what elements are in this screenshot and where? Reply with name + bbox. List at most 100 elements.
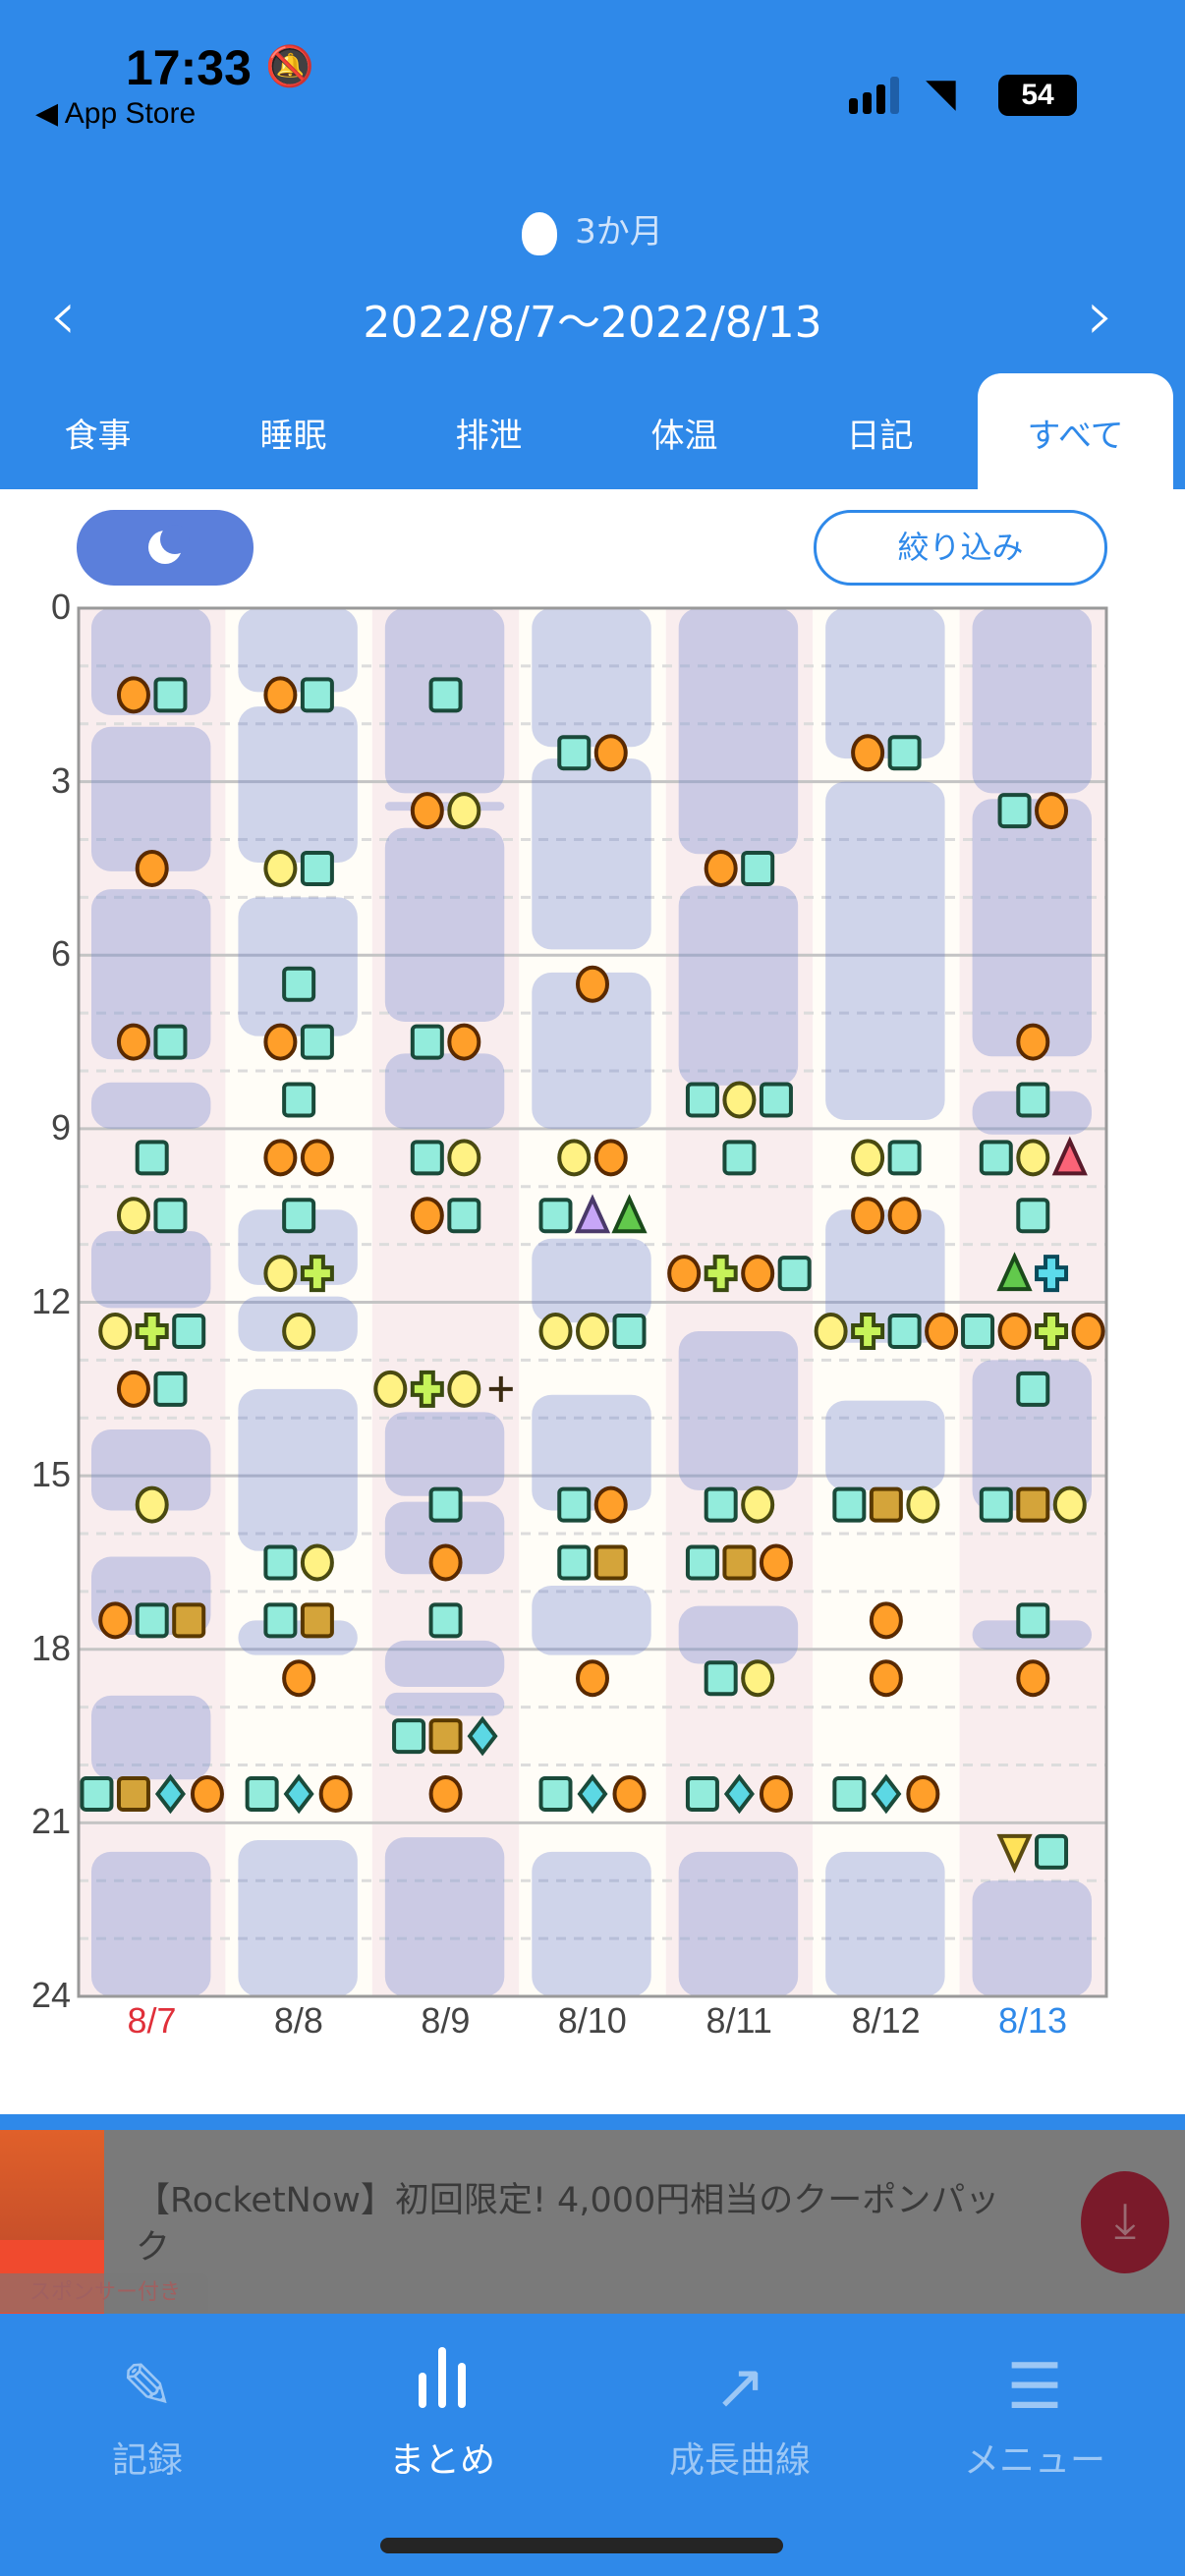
nav-menu[interactable]: ☰ メニュー	[887, 2343, 1182, 2483]
teal-square-icon[interactable]	[832, 1486, 867, 1523]
orange-circle-icon[interactable]	[116, 676, 150, 714]
sleep-block[interactable]	[91, 1429, 211, 1511]
sleep-block[interactable]	[91, 1695, 211, 1780]
teal-square-icon[interactable]	[410, 1140, 444, 1176]
yellow-circle-icon[interactable]	[447, 792, 481, 830]
teal-square-icon[interactable]	[447, 1198, 481, 1234]
sleep-block[interactable]	[384, 1692, 505, 1716]
yellow-circle-icon[interactable]	[906, 1485, 940, 1524]
brown-square-icon[interactable]	[172, 1602, 206, 1639]
tab-all[interactable]: すべて	[978, 373, 1173, 489]
yellow-circle-icon[interactable]	[116, 1197, 150, 1235]
green-triangle-icon[interactable]	[611, 1194, 648, 1234]
teal-square-icon[interactable]	[172, 1313, 206, 1349]
yellow-circle-icon[interactable]	[741, 1485, 775, 1524]
teal-square-icon[interactable]	[997, 793, 1032, 829]
yellow-circle-icon[interactable]	[98, 1312, 133, 1350]
orange-circle-icon[interactable]	[704, 849, 738, 887]
sleep-block[interactable]	[238, 1840, 358, 1996]
tab-diary[interactable]: 日記	[846, 417, 914, 456]
green-cross-icon[interactable]	[1035, 1312, 1069, 1350]
teal-square-icon[interactable]	[428, 677, 463, 713]
orange-circle-icon[interactable]	[612, 1774, 647, 1813]
red-triangle-icon[interactable]	[1051, 1136, 1088, 1176]
orange-circle-icon[interactable]	[741, 1255, 775, 1293]
sleep-block[interactable]	[825, 781, 945, 1121]
orange-circle-icon[interactable]	[759, 1774, 793, 1813]
x-tick-label[interactable]: 8/7	[127, 2000, 177, 2041]
orange-circle-icon[interactable]	[667, 1255, 702, 1293]
sleep-block[interactable]	[825, 608, 945, 759]
teal-square-icon[interactable]	[80, 1775, 114, 1812]
sleep-block[interactable]	[825, 1851, 945, 1996]
orange-circle-icon[interactable]	[263, 676, 298, 714]
orange-circle-icon[interactable]	[887, 1197, 922, 1235]
yellow-circle-icon[interactable]	[282, 1312, 316, 1350]
sleep-block[interactable]	[384, 827, 505, 1022]
teal-square-icon[interactable]	[428, 1486, 463, 1523]
orange-circle-icon[interactable]	[851, 734, 885, 772]
orange-circle-icon[interactable]	[869, 1601, 903, 1640]
orange-circle-icon[interactable]	[410, 1197, 444, 1235]
brown-square-icon[interactable]	[593, 1544, 628, 1581]
orange-circle-icon[interactable]	[428, 1543, 463, 1582]
orange-circle-icon[interactable]	[593, 1139, 628, 1177]
teal-square-icon[interactable]	[135, 1140, 169, 1176]
yellow-circle-icon[interactable]	[1016, 1139, 1050, 1177]
teal-square-icon[interactable]	[685, 1544, 719, 1581]
yellow-circle-icon[interactable]	[1052, 1485, 1087, 1524]
green-cross-icon[interactable]	[851, 1312, 885, 1350]
orange-circle-icon[interactable]	[1035, 792, 1069, 830]
teal-square-icon[interactable]	[1016, 1082, 1050, 1118]
teal-square-icon[interactable]	[538, 1775, 573, 1812]
home-indicator[interactable]	[380, 2538, 783, 2553]
teal-square-icon[interactable]	[300, 1024, 334, 1060]
orange-circle-icon[interactable]	[1016, 1023, 1050, 1061]
teal-square-icon[interactable]	[538, 1198, 573, 1234]
orange-circle-icon[interactable]	[282, 1659, 316, 1698]
tab-temperature[interactable]: 体温	[650, 417, 718, 456]
sleep-block[interactable]	[384, 1640, 505, 1688]
yellow-circle-icon[interactable]	[263, 1255, 298, 1293]
orange-circle-icon[interactable]	[593, 734, 628, 772]
plus-icon[interactable]	[488, 1375, 513, 1402]
teal-square-icon[interactable]	[557, 1544, 592, 1581]
teal-square-icon[interactable]	[685, 1775, 719, 1812]
brown-square-icon[interactable]	[300, 1602, 334, 1639]
x-tick-label[interactable]: 8/11	[705, 2000, 772, 2041]
filter-button[interactable]: 絞り込み	[814, 510, 1107, 586]
orange-circle-icon[interactable]	[1016, 1659, 1050, 1698]
x-tick-label[interactable]: 8/10	[557, 2000, 627, 2041]
nav-growth-curve[interactable]: ↗ 成長曲線	[592, 2343, 887, 2483]
yellow-circle-icon[interactable]	[851, 1139, 885, 1177]
sleep-block[interactable]	[532, 608, 651, 748]
sleep-block[interactable]	[825, 1400, 945, 1490]
orange-circle-icon[interactable]	[869, 1659, 903, 1698]
yellow-circle-icon[interactable]	[722, 1081, 757, 1119]
green-triangle-icon[interactable]	[996, 1252, 1033, 1292]
brown-square-icon[interactable]	[1016, 1486, 1050, 1523]
next-week-button[interactable]: ›	[1087, 275, 1114, 356]
x-tick-label[interactable]: 8/12	[851, 2000, 921, 2041]
tab-meal[interactable]: 食事	[64, 417, 132, 456]
teal-square-icon[interactable]	[245, 1775, 279, 1812]
yellow-circle-icon[interactable]	[263, 849, 298, 887]
teal-square-icon[interactable]	[557, 1486, 592, 1523]
sleep-block[interactable]	[238, 608, 358, 693]
teal-square-icon[interactable]	[300, 677, 334, 713]
green-cross-icon[interactable]	[300, 1255, 334, 1293]
teal-square-icon[interactable]	[741, 850, 775, 886]
yellow-circle-icon[interactable]	[576, 1312, 609, 1350]
sleep-block[interactable]	[972, 1880, 1092, 1996]
orange-circle-icon[interactable]	[116, 1023, 150, 1061]
blue-cross-icon[interactable]	[1035, 1255, 1069, 1293]
sleep-block[interactable]	[384, 1501, 505, 1575]
nav-summary[interactable]: まとめ	[295, 2343, 590, 2483]
sleep-block[interactable]	[532, 758, 651, 950]
sleep-block[interactable]	[91, 1851, 211, 1996]
teal-square-icon[interactable]	[704, 1660, 738, 1697]
yellow-circle-icon[interactable]	[447, 1139, 481, 1177]
teal-square-icon[interactable]	[685, 1082, 719, 1118]
teal-square-icon[interactable]	[961, 1313, 995, 1349]
orange-circle-icon[interactable]	[447, 1023, 481, 1061]
